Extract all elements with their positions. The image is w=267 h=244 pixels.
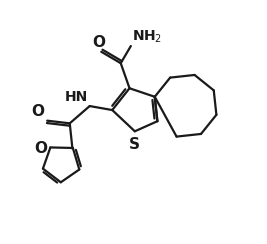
Text: NH$_2$: NH$_2$	[132, 28, 162, 45]
Text: HN: HN	[64, 90, 88, 104]
Text: O: O	[34, 141, 47, 156]
Text: O: O	[32, 103, 45, 119]
Text: O: O	[92, 35, 105, 51]
Text: S: S	[129, 137, 140, 152]
